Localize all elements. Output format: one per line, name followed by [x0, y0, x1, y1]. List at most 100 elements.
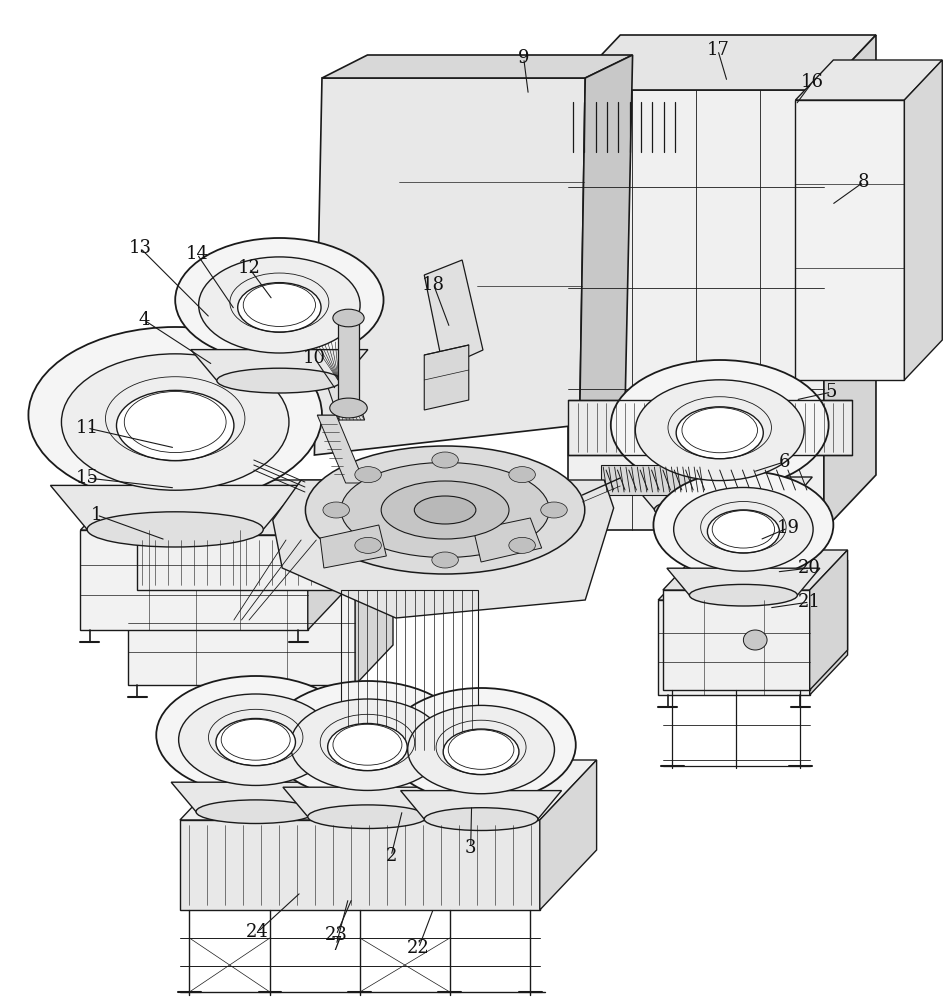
Polygon shape [424, 260, 483, 368]
Text: 10: 10 [303, 349, 326, 367]
Ellipse shape [743, 630, 767, 650]
Ellipse shape [305, 446, 584, 574]
Polygon shape [810, 560, 848, 695]
Polygon shape [128, 550, 393, 590]
Ellipse shape [175, 238, 384, 362]
Polygon shape [317, 415, 365, 483]
Polygon shape [80, 530, 308, 630]
Polygon shape [424, 345, 469, 410]
Polygon shape [308, 480, 355, 630]
Ellipse shape [386, 688, 576, 802]
Polygon shape [322, 55, 633, 78]
Text: 21: 21 [798, 593, 821, 611]
Polygon shape [810, 550, 848, 690]
Polygon shape [171, 782, 340, 812]
Polygon shape [658, 600, 810, 695]
Ellipse shape [509, 537, 535, 553]
Text: 24: 24 [246, 923, 269, 941]
Text: 2: 2 [385, 847, 397, 865]
Text: 5: 5 [826, 383, 837, 401]
Ellipse shape [196, 800, 315, 824]
Polygon shape [346, 490, 388, 590]
Ellipse shape [707, 510, 779, 553]
Ellipse shape [414, 496, 476, 524]
Polygon shape [663, 550, 848, 590]
Ellipse shape [328, 723, 407, 771]
Text: 13: 13 [129, 239, 152, 257]
Ellipse shape [509, 467, 535, 483]
Ellipse shape [635, 380, 804, 481]
Polygon shape [320, 525, 386, 568]
Ellipse shape [541, 502, 567, 518]
Ellipse shape [673, 487, 813, 571]
Polygon shape [580, 55, 633, 425]
Ellipse shape [611, 360, 829, 490]
Text: 14: 14 [186, 245, 208, 263]
Polygon shape [795, 60, 942, 100]
Text: 12: 12 [238, 259, 260, 277]
Ellipse shape [432, 452, 458, 468]
Text: 22: 22 [407, 939, 430, 957]
Ellipse shape [308, 805, 427, 828]
Text: 9: 9 [518, 49, 529, 67]
Ellipse shape [653, 471, 833, 579]
Polygon shape [313, 342, 365, 420]
Ellipse shape [443, 729, 519, 775]
Text: 15: 15 [76, 469, 98, 487]
Polygon shape [540, 760, 597, 910]
Text: 18: 18 [422, 276, 445, 294]
Ellipse shape [217, 368, 342, 393]
Text: 8: 8 [858, 173, 869, 191]
Ellipse shape [291, 699, 444, 790]
Polygon shape [568, 400, 852, 455]
Ellipse shape [355, 537, 382, 553]
Text: 16: 16 [801, 73, 824, 91]
Text: 19: 19 [777, 519, 799, 537]
Polygon shape [137, 535, 346, 590]
Polygon shape [601, 465, 706, 495]
Polygon shape [568, 90, 824, 530]
Polygon shape [658, 560, 848, 600]
Ellipse shape [199, 257, 360, 353]
Polygon shape [80, 480, 355, 530]
Polygon shape [904, 60, 942, 380]
Polygon shape [273, 480, 614, 618]
Polygon shape [283, 787, 452, 817]
Polygon shape [180, 760, 597, 820]
Text: 3: 3 [465, 839, 476, 857]
Polygon shape [663, 590, 810, 690]
Ellipse shape [156, 676, 355, 794]
Polygon shape [627, 477, 813, 509]
Ellipse shape [28, 327, 322, 503]
Ellipse shape [341, 462, 549, 558]
Polygon shape [314, 78, 585, 455]
Text: 20: 20 [798, 559, 821, 577]
Text: 4: 4 [138, 311, 150, 329]
Text: 23: 23 [325, 926, 348, 944]
Polygon shape [568, 35, 876, 90]
Polygon shape [137, 490, 388, 535]
Ellipse shape [381, 481, 509, 539]
Ellipse shape [689, 584, 797, 606]
Polygon shape [128, 590, 355, 685]
Ellipse shape [62, 354, 289, 490]
Ellipse shape [216, 718, 295, 766]
Ellipse shape [330, 398, 367, 418]
Text: 17: 17 [706, 41, 729, 59]
Text: 7: 7 [331, 936, 342, 954]
Polygon shape [190, 350, 367, 381]
Polygon shape [474, 518, 542, 562]
Polygon shape [180, 820, 540, 910]
Text: 1: 1 [91, 506, 102, 524]
Ellipse shape [424, 808, 538, 830]
Polygon shape [50, 485, 300, 529]
Ellipse shape [333, 309, 364, 327]
Ellipse shape [268, 681, 467, 799]
Bar [338, 318, 359, 408]
Ellipse shape [116, 390, 234, 461]
Ellipse shape [355, 467, 382, 483]
Ellipse shape [238, 283, 321, 332]
Ellipse shape [323, 502, 349, 518]
Polygon shape [795, 100, 904, 380]
Polygon shape [667, 568, 820, 595]
